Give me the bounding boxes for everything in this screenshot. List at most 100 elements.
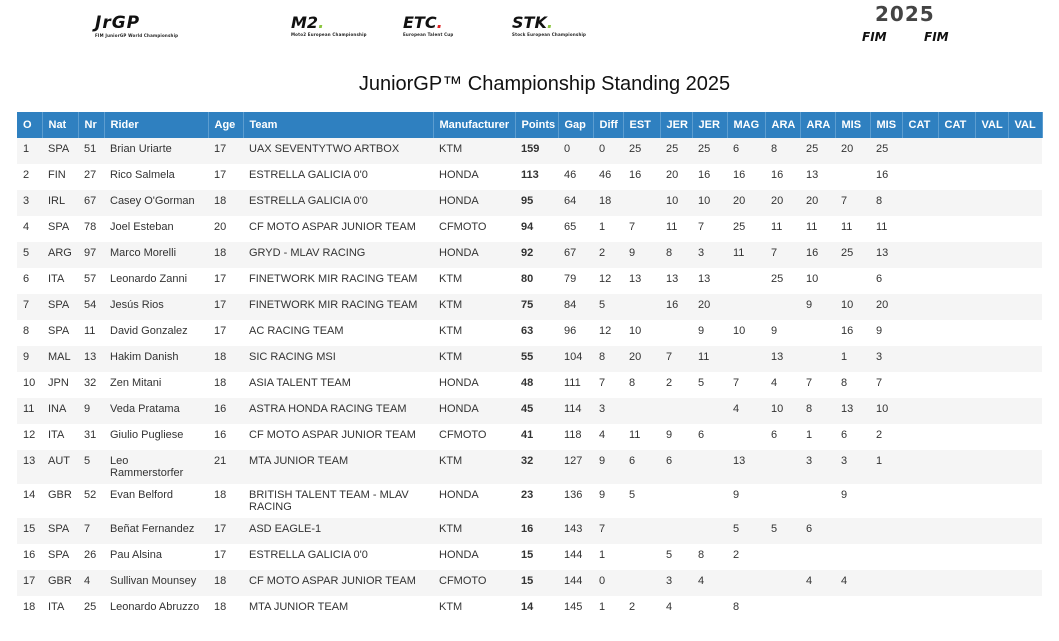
column-header-rider[interactable]: Rider	[104, 112, 209, 138]
column-header-points[interactable]: Points	[515, 112, 559, 138]
column-header-ara[interactable]: ARA	[800, 112, 836, 138]
column-header-o[interactable]: O	[17, 112, 43, 138]
cell-race-points	[800, 484, 835, 518]
cell-rider[interactable]: Pau Alsina	[110, 549, 162, 561]
cell-rider[interactable]: Veda Pratama	[104, 398, 208, 424]
cell-rider[interactable]: Leonardo Abruzzo	[110, 601, 200, 613]
m2-logo[interactable]: M2. Moto2 European Championship	[291, 13, 367, 37]
column-header-nat[interactable]: Nat	[42, 112, 79, 138]
cell-rider[interactable]: Sullivan Mounsey	[104, 570, 208, 596]
jrgp-logo[interactable]: JrGP FIM JuniorGP World Championship	[95, 13, 179, 38]
table-row: 5 ARG 97 Marco Morelli 18 GRYD - MLAV RACING H…	[17, 242, 1042, 268]
column-header-jer[interactable]: JER	[692, 112, 728, 138]
cell-rider[interactable]: Hakim Danish	[104, 346, 208, 372]
cell-rider[interactable]: Leonardo Zanni	[110, 273, 188, 285]
column-header-ara[interactable]: ARA	[765, 112, 801, 138]
cell-nr: 67	[78, 190, 104, 216]
cell-team: ASD EAGLE-1	[243, 518, 433, 544]
cell-race-points: 11	[629, 429, 641, 441]
column-header-age[interactable]: Age	[208, 112, 244, 138]
cell-race-points: 11	[876, 221, 888, 233]
cell-pos: 17	[17, 570, 42, 596]
cell-rider[interactable]: Giulio Pugliese	[110, 429, 184, 441]
cell-race-points: 6	[771, 429, 778, 441]
cell-team: ESTRELLA GALICIA 0'0	[243, 190, 433, 216]
cell-race-points	[902, 216, 938, 242]
cell-race-points	[1008, 570, 1042, 596]
cell-race-points	[870, 518, 902, 544]
column-header-val[interactable]: VAL	[975, 112, 1009, 138]
cell-race-points: 8	[733, 601, 740, 613]
column-header-gap[interactable]: Gap	[558, 112, 594, 138]
column-header-mag[interactable]: MAG	[727, 112, 766, 138]
cell-nr: 7	[78, 518, 104, 544]
column-header-manufacturer[interactable]: Manufacturer	[433, 112, 516, 138]
cell-rider[interactable]: David Gonzalez	[110, 325, 188, 337]
cell-race-points	[1008, 518, 1042, 544]
column-header-cat[interactable]: CAT	[902, 112, 939, 138]
cell-team: CF MOTO ASPAR JUNIOR TEAM	[249, 221, 416, 233]
etc-logo[interactable]: ETC. European Talent Cup	[403, 13, 454, 37]
cell-race-points: 10	[629, 325, 642, 337]
cell-rider[interactable]: Brian Uriarte	[104, 138, 208, 164]
cell-rider[interactable]: Marco Morelli	[104, 242, 208, 268]
cell-manufacturer: KTM	[433, 294, 515, 320]
cell-nr: 31	[84, 429, 97, 441]
cell-race-points	[902, 570, 938, 596]
cell-rider[interactable]: Jesús Rios	[104, 294, 208, 320]
column-header-team[interactable]: Team	[243, 112, 434, 138]
cell-age: 17	[208, 294, 243, 320]
cell-race-points	[938, 570, 975, 596]
cell-diff: 18	[593, 190, 623, 216]
table-row: 7 SPA 54 Jesús Rios 17 FINETWORK MIR RACING T…	[17, 294, 1042, 320]
cell-pos: 6	[23, 273, 30, 285]
cell-rider[interactable]: Evan Belford	[110, 489, 173, 501]
cell-rider[interactable]: Zen Mitani	[110, 377, 162, 389]
cell-nat: JPN	[48, 377, 69, 389]
cell-gap: 84	[558, 294, 593, 320]
cell-age: 17	[214, 273, 227, 285]
cell-race-points: 7	[629, 221, 636, 233]
cell-race-points	[902, 544, 938, 570]
cell-nr: 11	[84, 325, 96, 337]
column-header-mis[interactable]: MIS	[835, 112, 871, 138]
cell-race-points: 25	[870, 138, 902, 164]
column-header-jer[interactable]: JER	[660, 112, 693, 138]
cell-age: 21	[208, 450, 243, 484]
fim-europe-logo: FIM	[924, 30, 949, 44]
column-header-nr[interactable]: Nr	[78, 112, 105, 138]
cell-race-points	[727, 294, 765, 320]
cell-race-points	[870, 596, 902, 622]
cell-rider[interactable]: Casey O'Gorman	[104, 190, 208, 216]
column-header-cat[interactable]: CAT	[938, 112, 976, 138]
cell-nr: 32	[84, 377, 97, 389]
table-row: 6 ITA 57 Leonardo Zanni 17 FINETWORK MIR RACI…	[17, 268, 1042, 294]
cell-race-points	[938, 190, 975, 216]
cell-race-points	[623, 190, 660, 216]
cell-rider[interactable]: Beñat Fernandez	[104, 518, 208, 544]
stk-logo[interactable]: STK. Stock European Championship	[512, 13, 587, 37]
cell-points: 16	[515, 518, 558, 544]
cell-diff: 9	[593, 450, 623, 484]
cell-race-points	[1008, 346, 1042, 372]
cell-race-points: 13	[666, 273, 679, 285]
cell-race-points	[902, 190, 938, 216]
cell-race-points: 9	[623, 242, 660, 268]
cell-diff: 46	[599, 169, 612, 181]
cell-rider[interactable]: Rico Salmela	[110, 169, 175, 181]
cell-race-points	[938, 242, 975, 268]
column-header-est[interactable]: EST	[623, 112, 661, 138]
cell-race-points: 16	[629, 169, 642, 181]
cell-manufacturer: HONDA	[433, 242, 515, 268]
cell-race-points: 8	[629, 377, 636, 389]
cell-race-points: 20	[692, 294, 727, 320]
column-header-mis[interactable]: MIS	[870, 112, 903, 138]
column-header-diff[interactable]: Diff	[593, 112, 624, 138]
cell-race-points: 20	[800, 190, 835, 216]
cell-race-points	[975, 424, 1008, 450]
cell-gap: 67	[558, 242, 593, 268]
cell-rider[interactable]: Joel Esteban	[110, 221, 174, 233]
column-header-val[interactable]: VAL	[1008, 112, 1043, 138]
cell-rider[interactable]: Leo Rammerstorfer	[104, 450, 208, 484]
cell-race-points: 25	[660, 138, 692, 164]
